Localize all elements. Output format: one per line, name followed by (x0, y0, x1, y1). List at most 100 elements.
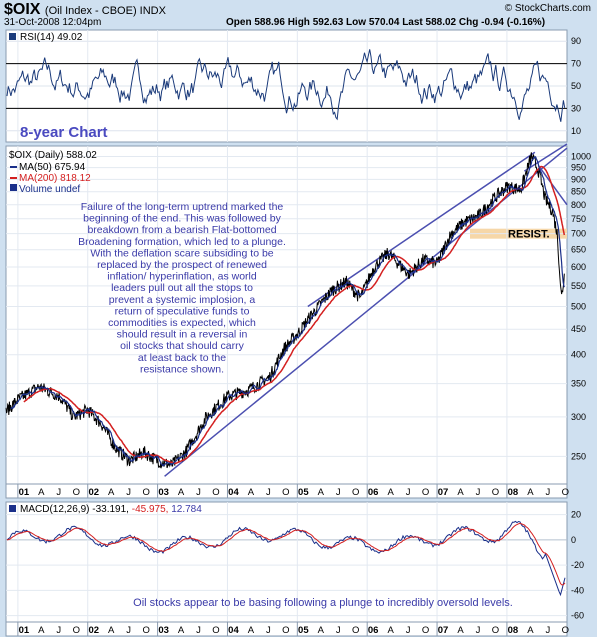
time-axis-label: 01 (19, 487, 30, 498)
time-axis-label: J (476, 625, 481, 636)
price-tick-label: 250 (571, 451, 586, 461)
time-axis-label: O (492, 625, 499, 636)
ohlc-readout: Open 588.96 High 592.63 Low 570.04 Last … (226, 17, 546, 28)
time-axis-label: 08 (508, 487, 519, 498)
macd-tick-label: 0 (571, 535, 576, 545)
time-axis-label: A (527, 487, 534, 498)
time-axis-label: J (476, 487, 481, 498)
macd-legend: MACD(12,26,9) -33.191, -45.975, 12.784 (9, 504, 202, 515)
macd-panel (5, 501, 568, 623)
legend-volume: Volume undef (19, 184, 80, 195)
price-tick-label: 600 (571, 262, 586, 272)
price-annotation-line: should result in a reversal in (117, 329, 248, 341)
rsi-tick-label: 10 (571, 126, 581, 136)
time-axis-label: J (406, 625, 411, 636)
macd-tick-label: 20 (571, 510, 581, 520)
time-axis-label: O (142, 625, 149, 636)
time-axis-label: J (266, 625, 271, 636)
time-axis-label: O (142, 487, 149, 498)
macd-legend-signal: -45.975, (132, 504, 169, 515)
time-axis-label: 07 (438, 625, 449, 636)
time-axis-bottom (5, 621, 568, 637)
time-axis-label: O (352, 625, 359, 636)
rsi-legend-swatch (9, 33, 16, 40)
time-axis-label: J (196, 625, 201, 636)
time-axis-label: A (387, 625, 394, 636)
time-axis-label: A (178, 625, 185, 636)
time-axis-label: A (38, 487, 45, 498)
macd-tick-label: -60 (571, 611, 584, 621)
price-annotation-line: replaced by the prospect of renewed (97, 259, 267, 271)
legend-price: $OIX (Daily) 588.02 (9, 150, 97, 161)
legend-ma50: MA(50) 675.94 (19, 162, 86, 173)
time-axis-label: 01 (19, 625, 30, 636)
time-axis-label: O (73, 625, 80, 636)
time-axis-label: A (108, 625, 115, 636)
time-axis-label: J (336, 625, 341, 636)
price-annotation-line: breakdown from a bearish Flat-bottomed (87, 224, 276, 236)
rsi-series-line (6, 49, 566, 122)
time-axis-label: A (457, 487, 464, 498)
price-annotation-line: at least back to the (138, 352, 226, 364)
legend-volume-swatch (10, 184, 17, 191)
time-axis-label: J (126, 625, 131, 636)
time-axis-label: 03 (158, 625, 169, 636)
price-tick-label: 650 (571, 245, 586, 255)
ma200-line (23, 165, 566, 465)
rsi-tick-label: 50 (571, 81, 581, 91)
price-tick-label: 850 (571, 187, 586, 197)
time-axis-label: 02 (88, 625, 99, 636)
time-axis-label: J (56, 625, 61, 636)
time-axis-label: A (387, 487, 394, 498)
time-axis-label: J (545, 625, 550, 636)
macd-annotation: Oil stocks appear to be basing following… (133, 597, 513, 609)
price-annotation-line: commodities is expected, which (108, 317, 256, 329)
brand-watermark: © StockCharts.com (504, 3, 591, 14)
price-tick-label: 900 (571, 174, 586, 184)
time-axis-label: J (126, 487, 131, 498)
time-axis-label: 07 (438, 487, 449, 498)
legend-ma200: MA(200) 818.12 (19, 173, 91, 184)
time-axis-label: 04 (228, 487, 239, 498)
broadening-bottom-line (537, 164, 568, 206)
price-annotation-line: oil stocks that should carry (120, 340, 244, 352)
macd-legend-swatch (9, 505, 16, 512)
broadening-top-line (523, 143, 568, 172)
time-axis-label: 06 (368, 625, 379, 636)
time-axis-label: O (422, 487, 429, 498)
time-axis-label: 02 (88, 487, 99, 498)
macd-signal-line (6, 522, 566, 586)
price-tick-label: 500 (571, 301, 586, 311)
rsi-tick-label: 90 (571, 36, 581, 46)
time-axis-label: J (56, 487, 61, 498)
macd-legend-hist: 12.784 (171, 504, 202, 515)
price-series-line (5, 152, 565, 469)
rsi-legend: RSI(14) 49.02 (9, 32, 83, 43)
price-tick-label: 550 (571, 281, 586, 291)
time-axis-label: O (422, 625, 429, 636)
time-axis-label: J (196, 487, 201, 498)
time-axis-label: 05 (298, 625, 309, 636)
time-axis-label: O (212, 487, 219, 498)
price-tick-label: 350 (571, 379, 586, 389)
price-annotation-line: beginning of the end. This was followed … (83, 213, 281, 225)
time-axis-label: O (352, 487, 359, 498)
price-tick-label: 450 (571, 324, 586, 334)
time-axis-label: A (318, 487, 325, 498)
price-annotation-line: leaders pull out all the stops to (111, 282, 253, 294)
price-tick-label: 1000 (571, 152, 591, 162)
time-axis-label: 08 (508, 625, 519, 636)
chart-label-8-year: 8-year Chart (20, 124, 108, 141)
price-tick-label: 400 (571, 350, 586, 360)
rsi-tick-label: 70 (571, 59, 581, 69)
resistance-label: RESIST. (508, 229, 550, 241)
price-legend: $OIX (Daily) 588.02 MA(50) 675.94 MA(200… (9, 150, 97, 195)
index-name: (Oil Index - CBOE) INDX (44, 5, 166, 17)
price-annotation-line: Broadening formation, which led to a plu… (78, 236, 286, 248)
time-axis-label: A (527, 625, 534, 636)
macd-legend-text: MACD(12,26,9) -33.191, -45.975, 12.784 (20, 504, 202, 515)
chart-datetime: 31-Oct-2008 12:04pm (4, 17, 102, 28)
time-axis-label: 03 (158, 487, 169, 498)
rsi-legend-text: RSI(14) 49.02 (20, 32, 83, 43)
chart-header: $OIX (Oil Index - CBOE) INDX 31-Oct-2008… (0, 0, 597, 30)
